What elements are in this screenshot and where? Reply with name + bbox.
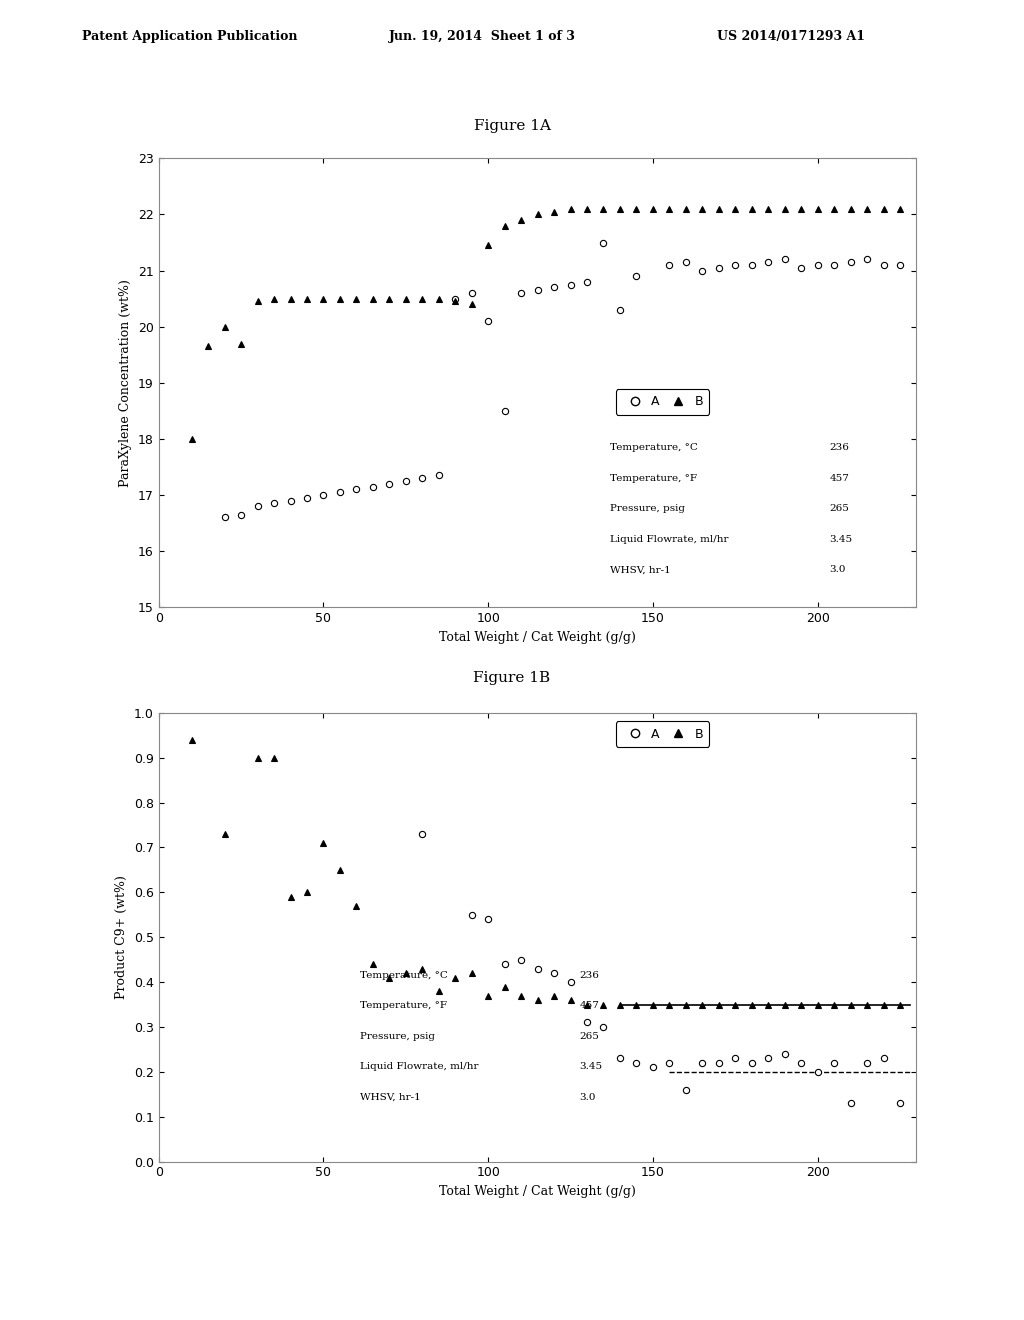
Text: Jun. 19, 2014  Sheet 1 of 3: Jun. 19, 2014 Sheet 1 of 3 bbox=[389, 30, 575, 44]
Text: 265: 265 bbox=[580, 1032, 599, 1041]
Text: 457: 457 bbox=[829, 474, 849, 483]
Text: Temperature, °F: Temperature, °F bbox=[609, 474, 696, 483]
Legend: A, B: A, B bbox=[615, 389, 710, 414]
Text: Figure 1A: Figure 1A bbox=[473, 119, 551, 133]
Y-axis label: ParaXylene Concentration (wt%): ParaXylene Concentration (wt%) bbox=[120, 279, 132, 487]
Text: Figure 1B: Figure 1B bbox=[473, 671, 551, 685]
Text: Temperature, °C: Temperature, °C bbox=[359, 972, 447, 979]
Text: Temperature, °C: Temperature, °C bbox=[609, 444, 697, 453]
Text: 265: 265 bbox=[829, 504, 849, 513]
Text: Liquid Flowrate, ml/hr: Liquid Flowrate, ml/hr bbox=[359, 1063, 478, 1072]
Text: Temperature, °F: Temperature, °F bbox=[359, 1002, 446, 1010]
Text: 236: 236 bbox=[829, 444, 849, 453]
Text: Pressure, psig: Pressure, psig bbox=[609, 504, 685, 513]
Legend: A, B: A, B bbox=[615, 721, 710, 747]
Text: US 2014/0171293 A1: US 2014/0171293 A1 bbox=[717, 30, 865, 44]
X-axis label: Total Weight / Cat Weight (g/g): Total Weight / Cat Weight (g/g) bbox=[439, 631, 636, 644]
Text: 3.0: 3.0 bbox=[580, 1093, 596, 1102]
Y-axis label: Product C9+ (wt%): Product C9+ (wt%) bbox=[116, 875, 128, 999]
Text: Patent Application Publication: Patent Application Publication bbox=[82, 30, 297, 44]
Text: 3.45: 3.45 bbox=[829, 535, 852, 544]
Text: 3.0: 3.0 bbox=[829, 565, 846, 574]
Text: WHSV, hr-1: WHSV, hr-1 bbox=[609, 565, 671, 574]
Text: 236: 236 bbox=[580, 972, 599, 979]
Text: Pressure, psig: Pressure, psig bbox=[359, 1032, 434, 1041]
Text: WHSV, hr-1: WHSV, hr-1 bbox=[359, 1093, 420, 1102]
X-axis label: Total Weight / Cat Weight (g/g): Total Weight / Cat Weight (g/g) bbox=[439, 1185, 636, 1199]
Text: 457: 457 bbox=[580, 1002, 599, 1010]
Text: 3.45: 3.45 bbox=[580, 1063, 602, 1072]
Text: Liquid Flowrate, ml/hr: Liquid Flowrate, ml/hr bbox=[609, 535, 728, 544]
